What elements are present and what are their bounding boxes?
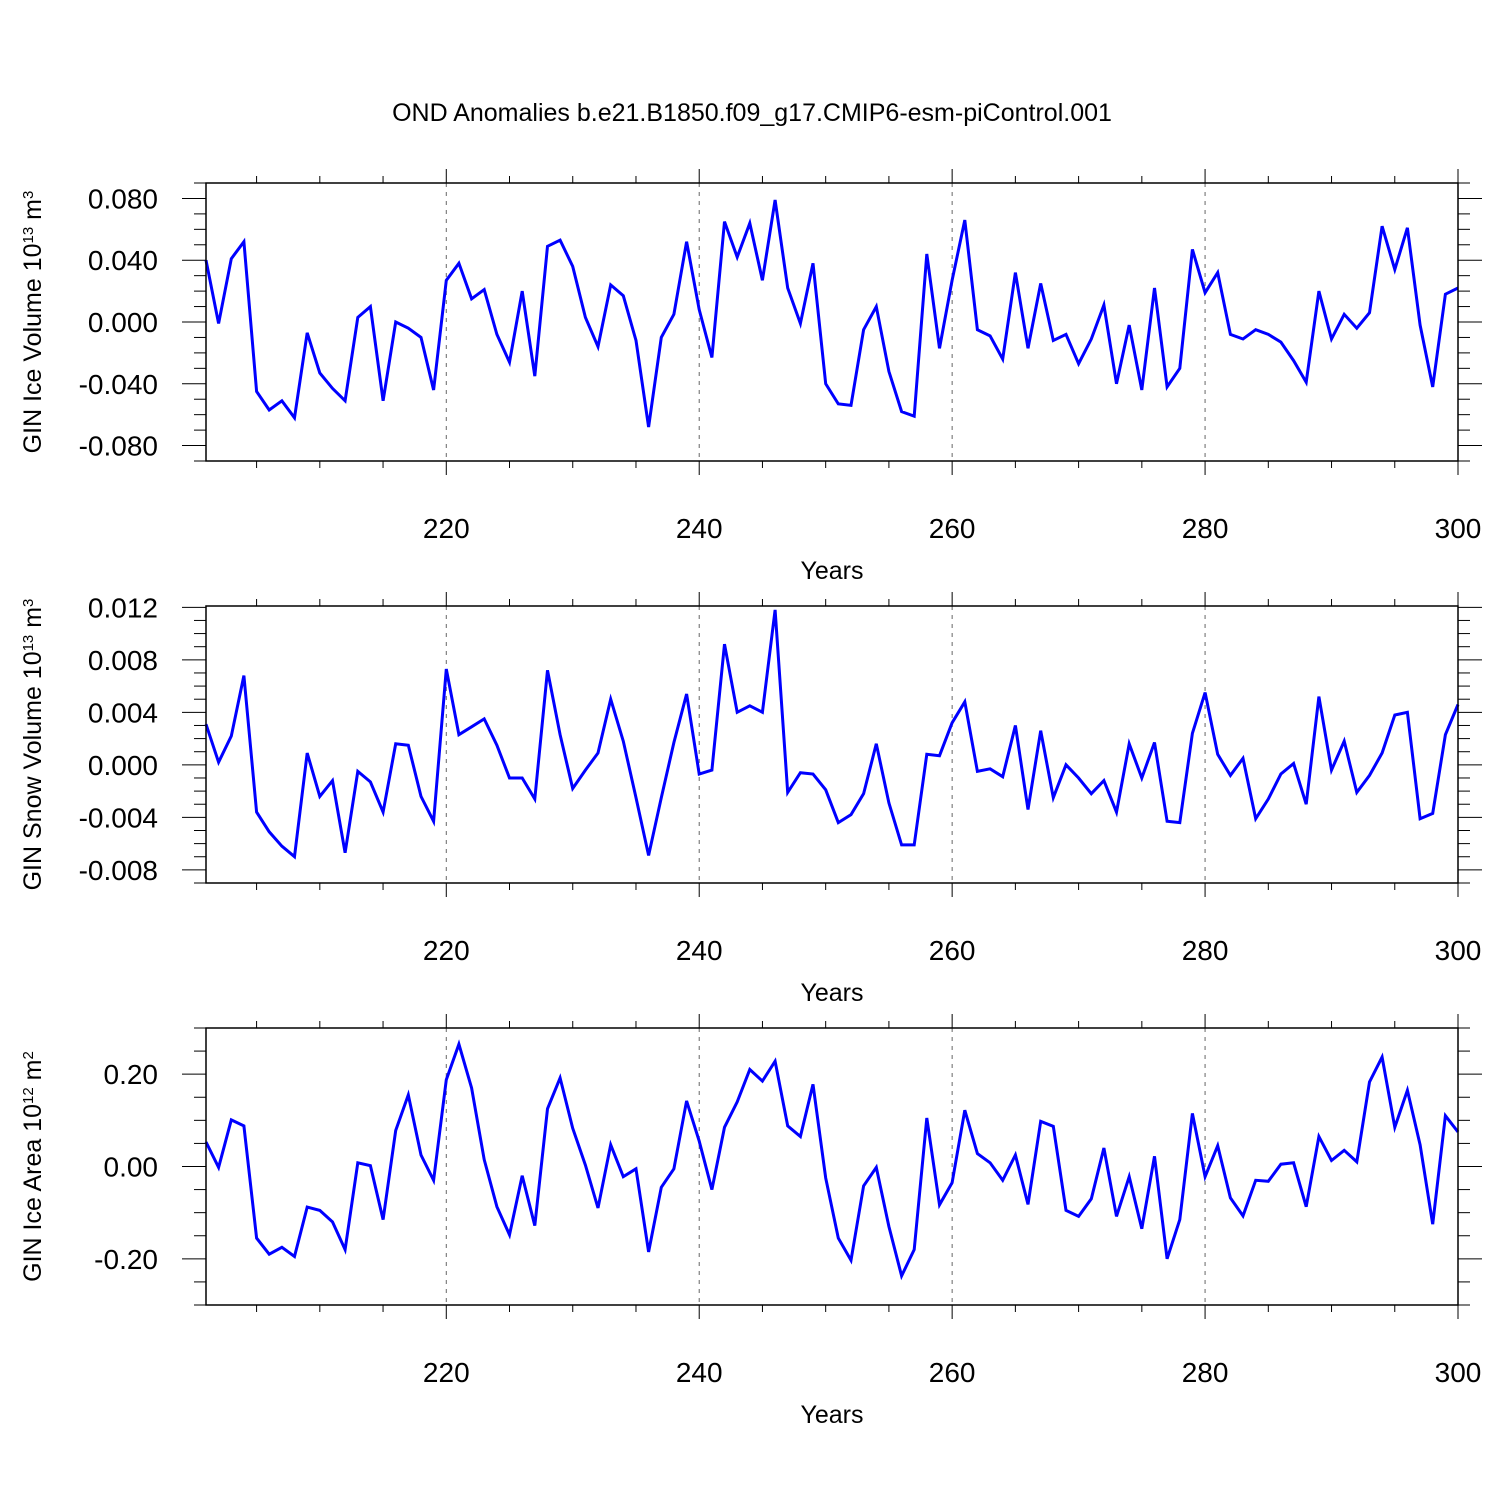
y-axis-label: GIN Ice Area 1012 m2 — [19, 1051, 47, 1282]
x-tick-label: 240 — [676, 513, 723, 544]
chart-panel-1: -0.080 -0.040 0.000 0.040 0.080 220 240 260 280 3… — [19, 169, 1482, 585]
x-tick-label: 300 — [1435, 1357, 1482, 1388]
x-tick-label: 240 — [676, 935, 723, 966]
data-series-line — [204, 199, 1459, 428]
y-tick-label: 0.080 — [88, 183, 158, 214]
y-tick-label: -0.080 — [79, 431, 158, 462]
x-tick-label: 260 — [929, 513, 976, 544]
y-tick-label: 0.040 — [88, 245, 158, 276]
x-axis-label: Years — [800, 1401, 863, 1429]
x-tick-label: 300 — [1435, 513, 1482, 544]
x-tick-label: 300 — [1435, 935, 1482, 966]
y-tick-label: -0.004 — [79, 802, 158, 833]
y-tick-label: 0.008 — [88, 645, 158, 676]
plot-frame — [205, 605, 1459, 884]
plot-frame — [205, 1027, 1459, 1306]
data-series-line — [204, 1039, 1460, 1281]
x-tick-label: 280 — [1182, 1357, 1229, 1388]
y-axis-label: GIN Ice Volume 1013 m3 — [19, 191, 47, 454]
chart-panel-3: -0.20 0.00 0.20 220 240 260 280 300 Years GIN Ice… — [19, 1014, 1482, 1429]
data-series-line — [204, 609, 1460, 860]
x-tick-label: 260 — [929, 935, 976, 966]
x-axis-label: Years — [800, 557, 863, 585]
x-tick-label: 240 — [676, 1357, 723, 1388]
chart-title: OND Anomalies b.e21.B1850.f09_g17.CMIP6-… — [392, 99, 1112, 127]
y-tick-label: 0.000 — [88, 307, 158, 338]
y-tick-label: 0.00 — [104, 1152, 159, 1183]
y-tick-label: 0.20 — [104, 1059, 159, 1090]
x-tick-label: 220 — [423, 935, 470, 966]
y-tick-label: 0.000 — [88, 750, 158, 781]
x-tick-label: 220 — [423, 513, 470, 544]
chart-panel-2: -0.008 -0.004 0.000 0.004 0.008 0.012 220 240 26… — [19, 592, 1482, 1007]
y-tick-label: 0.012 — [88, 592, 158, 623]
y-axis-label: GIN Snow Volume 1013 m3 — [19, 599, 47, 891]
y-tick-label: 0.004 — [88, 697, 158, 728]
x-tick-label: 260 — [929, 1357, 976, 1388]
y-tick-label: -0.008 — [79, 855, 158, 886]
x-axis-label: Years — [800, 979, 863, 1007]
y-tick-label: -0.20 — [94, 1244, 158, 1275]
x-tick-label: 280 — [1182, 935, 1229, 966]
x-tick-label: 280 — [1182, 513, 1229, 544]
y-tick-label: -0.040 — [79, 369, 158, 400]
x-tick-label: 220 — [423, 1357, 470, 1388]
plot-frame — [205, 182, 1459, 462]
